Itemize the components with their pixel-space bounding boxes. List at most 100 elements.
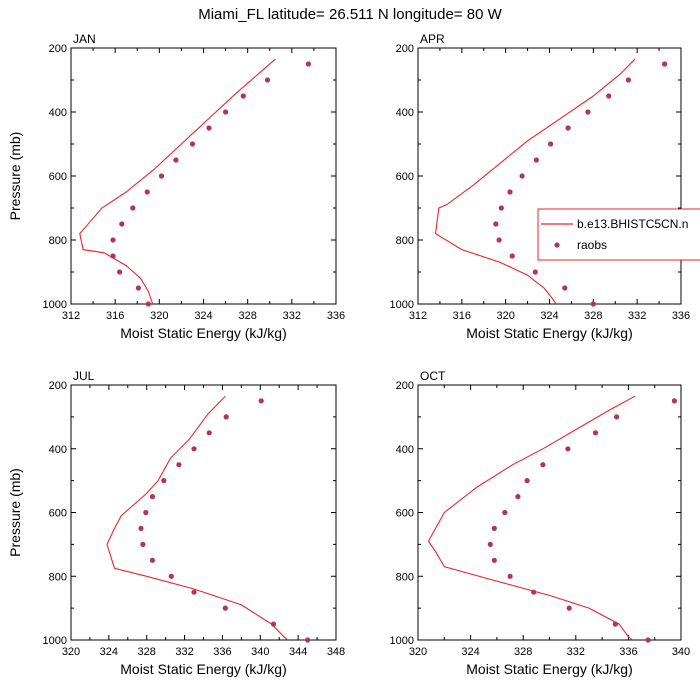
- x-tick-label-jul: 340: [251, 646, 269, 658]
- y-tick-label-apr: 400: [396, 107, 414, 119]
- x-tick-label-apr: 324: [540, 310, 558, 322]
- raobs-point-apr: [533, 157, 540, 163]
- raobs-point-oct: [515, 494, 521, 500]
- raobs-point-apr: [493, 221, 499, 227]
- raobs-point-jul: [138, 525, 144, 532]
- raobs-point-apr: [606, 93, 612, 99]
- raobs-point-apr: [548, 141, 554, 147]
- raobs-point-jul: [223, 414, 229, 420]
- y-tick-label-jan: 400: [49, 107, 67, 119]
- plot-frame-oct: [417, 384, 682, 641]
- x-tick-label-oct: 328: [514, 646, 532, 658]
- raobs-point-apr: [498, 205, 504, 211]
- plot-frame-jan: [70, 47, 337, 305]
- x-tick-label-jul: 320: [62, 646, 80, 658]
- raobs-point-jul: [206, 430, 212, 436]
- x-tick-label-oct: 324: [461, 646, 479, 658]
- raobs-point-jul: [258, 398, 264, 404]
- panel-jul: JUL 320 324 328 332 336 340 344 348 200 400 600 800 1…: [7, 369, 345, 677]
- y-tick-label-jan: 1000: [43, 299, 67, 311]
- raobs-point-apr: [507, 189, 513, 195]
- x-tick-label-jul: 324: [100, 646, 118, 658]
- model-line-jan: [79, 58, 276, 305]
- raobs-point-oct: [524, 478, 530, 484]
- raobs-point-jan: [305, 61, 311, 67]
- raobs-point-jan: [110, 237, 116, 243]
- y-axis-title-jul: Pressure (mb): [7, 468, 23, 557]
- raobs-point-jan: [173, 157, 179, 163]
- x-tick-label-apr: 328: [584, 310, 602, 322]
- raobs-point-jul: [191, 589, 197, 595]
- raobs-point-jan: [223, 109, 229, 115]
- raobs-point-jan: [110, 253, 116, 259]
- x-tick-label-apr: 332: [628, 310, 646, 322]
- x-axis-title-apr: Moist Static Energy (kJ/kg): [466, 325, 633, 341]
- panels: JAN 312 316 320 324 328 332 336 200 400 600 800 1000…: [7, 32, 690, 677]
- y-tick-label-apr: 200: [396, 43, 414, 55]
- raobs-point-jan: [264, 77, 271, 83]
- x-tick-label-jul: 344: [289, 646, 307, 658]
- legend: b.e13.BHISTC5CN.n raobs: [537, 208, 700, 261]
- raobs-point-jul: [168, 573, 174, 579]
- raobs-point-oct: [487, 541, 493, 548]
- raobs-point-apr: [509, 253, 515, 259]
- raobs-point-oct: [491, 525, 497, 532]
- raobs-point-jan: [135, 285, 141, 291]
- panel-oct: OCT 320 324 328 332 336 340 200 400 600 800 1000 Moi…: [390, 369, 691, 677]
- y-tick-label-jul: 200: [49, 380, 67, 392]
- y-tick-label-oct: 400: [396, 444, 414, 456]
- raobs-point-oct: [565, 446, 571, 452]
- panel-jan: JAN 312 316 320 324 328 332 336 200 400 600 800 1000…: [7, 32, 345, 341]
- legend-box: [537, 208, 700, 261]
- raobs-point-oct: [645, 637, 651, 643]
- raobs-point-jul: [305, 637, 311, 643]
- raobs-point-jan: [189, 141, 196, 147]
- x-tick-label-oct: 332: [567, 646, 585, 658]
- plot-frame-jul: [70, 384, 337, 641]
- x-tick-label-jul: 348: [327, 646, 345, 658]
- y-tick-label-apr: 800: [396, 235, 414, 247]
- y-tick-label-jan: 200: [49, 43, 67, 55]
- raobs-point-oct: [566, 605, 572, 611]
- panel-label-oct: OCT: [420, 369, 446, 383]
- raobs-point-jul: [161, 478, 167, 484]
- legend-dots-label: raobs: [577, 238, 607, 252]
- y-tick-label-oct: 200: [396, 380, 414, 392]
- raobs-point-oct: [491, 557, 497, 563]
- raobs-point-jul: [222, 605, 228, 611]
- raobs-point-jul: [140, 541, 146, 548]
- x-tick-label-jul: 336: [213, 646, 231, 658]
- legend-line-label: b.e13.BHISTC5CN.n: [577, 217, 688, 231]
- raobs-point-apr: [519, 173, 525, 179]
- model-line-jul: [106, 395, 289, 641]
- raobs-point-oct: [507, 573, 513, 579]
- raobs-point-jul: [191, 446, 197, 452]
- raobs-point-apr: [590, 301, 596, 307]
- model-line-oct: [427, 395, 636, 641]
- raobs-point-jan: [206, 125, 212, 131]
- y-tick-label-apr: 1000: [390, 299, 414, 311]
- x-tick-label-jul: 328: [138, 646, 156, 658]
- x-tick-label-apr: 312: [409, 310, 427, 322]
- x-axis-title-jul: Moist Static Energy (kJ/kg): [120, 661, 287, 677]
- y-tick-label-jan: 600: [49, 171, 67, 183]
- raobs-point-oct: [502, 509, 508, 516]
- figure-title: Miami_FL latitude= 26.511 N longitude= 8…: [198, 6, 502, 23]
- legend-dot-swatch: [554, 242, 560, 248]
- x-tick-label-oct: 336: [619, 646, 637, 658]
- x-tick-label-jan: 324: [194, 310, 212, 322]
- raobs-point-oct: [531, 589, 537, 595]
- raobs-point-oct: [612, 621, 618, 627]
- raobs-point-apr: [496, 237, 502, 243]
- raobs-point-oct: [671, 398, 678, 404]
- x-tick-label-jan: 312: [62, 310, 80, 322]
- raobs-point-jan: [158, 173, 165, 179]
- raobs-point-jan: [119, 221, 125, 227]
- y-tick-label-oct: 600: [396, 508, 414, 520]
- raobs-point-jan: [130, 205, 136, 211]
- raobs-point-apr: [565, 125, 571, 131]
- x-tick-label-oct: 340: [672, 646, 690, 658]
- raobs-point-jul: [270, 621, 277, 627]
- y-axis-title-jan: Pressure (mb): [7, 132, 23, 221]
